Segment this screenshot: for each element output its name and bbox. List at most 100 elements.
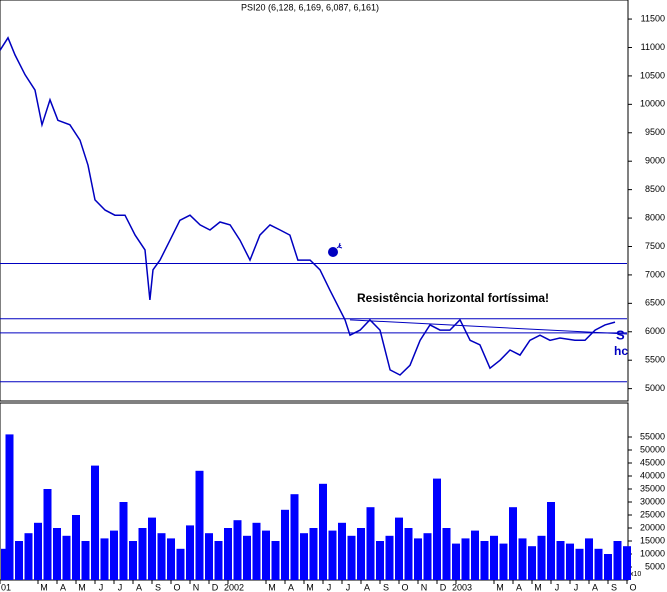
y-tick-label: 5500 (645, 355, 665, 365)
volume-bar (319, 483, 327, 580)
price-panel (0, 0, 629, 402)
volume-bar (509, 507, 517, 580)
x-tick-label: M (40, 582, 48, 592)
y-tick-label: 6000 (645, 326, 665, 336)
volume-bar (566, 543, 574, 580)
volume-bar (271, 541, 280, 580)
volume-bar (205, 533, 213, 580)
volume-bar (224, 528, 232, 580)
x-tick-label: N (193, 582, 200, 592)
y-tick-label: 20000 (640, 522, 665, 532)
x-tick-label: M (78, 582, 86, 592)
volume-bar (499, 543, 508, 580)
volume-bar (594, 548, 603, 580)
volume-bar (110, 530, 118, 580)
x-tick-label: S (155, 582, 161, 592)
volume-bar (433, 478, 441, 580)
x-tick-label: J (99, 582, 104, 592)
x-tick-label: J (118, 582, 123, 592)
x-tick-label: 2003 (452, 582, 472, 592)
volume-bar (442, 528, 451, 580)
y-tick-label: 11500 (641, 13, 665, 23)
volume-bar (148, 517, 156, 580)
x-tick-label: O (401, 582, 408, 592)
x-tick-label: J (574, 582, 579, 592)
y-tick-label: 55000 (640, 431, 665, 441)
y-tick-label: 30000 (640, 496, 665, 506)
bomb-icon (328, 242, 343, 257)
volume-bar (395, 517, 403, 580)
x-tick-label: J (327, 582, 332, 592)
volume-bar (138, 528, 147, 580)
x-tick-label: A (288, 582, 294, 592)
volume-bar (167, 538, 175, 580)
volume-bar (585, 538, 593, 580)
y-axis-unit: x10 (630, 571, 641, 578)
y-tick-label: 7500 (645, 241, 665, 251)
volume-bar (623, 546, 631, 580)
volume-bar (157, 533, 166, 580)
volume-bar (195, 470, 204, 580)
volume-bar (357, 528, 365, 580)
annotation: S (616, 327, 625, 342)
x-tick-label: M (306, 582, 314, 592)
x-tick-label: J (555, 582, 560, 592)
volume-bar (537, 535, 546, 580)
volume-bar (91, 465, 99, 580)
x-tick-label: A (60, 582, 66, 592)
y-tick-label: 50000 (640, 444, 665, 454)
y-tick-label: 40000 (640, 470, 665, 480)
volume-bar (53, 528, 61, 580)
y-tick-label: 10500 (640, 70, 665, 80)
volume-bar (186, 525, 194, 580)
volume-bar (528, 546, 536, 580)
volume-bar (385, 535, 394, 580)
chart-title: PSI20 (6,128, 6,169, 6,087, 6,161) (241, 2, 379, 12)
volume-bar (81, 541, 90, 580)
volume-bar (452, 543, 460, 580)
volume-bar (338, 522, 346, 580)
x-tick-label: M (496, 582, 504, 592)
annotation: Resistência horizontal fortíssima! (357, 291, 549, 305)
volume-bar (575, 548, 584, 580)
volume-bar (518, 538, 527, 580)
x-tick-label: A (516, 582, 522, 592)
volume-bar (604, 554, 612, 580)
volume-bar (281, 509, 289, 580)
x-tick-label: M (534, 582, 542, 592)
volume-bar (119, 502, 128, 580)
volume-bar (423, 533, 432, 580)
y-tick-label: 8000 (645, 212, 665, 222)
volume-bar (233, 520, 242, 580)
volume-bar (404, 528, 413, 580)
volume-bar (34, 522, 42, 580)
volume-bar (490, 535, 498, 580)
x-tick-label: D (440, 582, 447, 592)
volume-bar (252, 522, 261, 580)
x-tick-label: D (212, 582, 219, 592)
volume-bar (347, 535, 356, 580)
volume-bar (366, 507, 375, 580)
x-tick-label: A (136, 582, 142, 592)
volume-bar (5, 434, 14, 580)
volume-bar (1, 548, 9, 580)
volume-bar (262, 530, 270, 580)
price-line (0, 36, 616, 376)
volume-bar (461, 538, 470, 580)
volume-bar (556, 541, 565, 580)
x-tick-label: O (173, 582, 180, 592)
volume-bar (471, 530, 479, 580)
volume-bar (480, 541, 489, 580)
volume-bar (214, 541, 223, 580)
x-tick-label: S (611, 582, 617, 592)
volume-bar (176, 548, 185, 580)
volume-bar (547, 502, 555, 580)
y-tick-label: 10000 (640, 548, 665, 558)
volume-bar (24, 533, 33, 580)
trend-line (349, 319, 628, 335)
y-tick-label: 6500 (645, 298, 665, 308)
volume-bar (414, 538, 422, 580)
volume-bar (328, 530, 337, 580)
x-tick-label: 2002 (224, 582, 244, 592)
